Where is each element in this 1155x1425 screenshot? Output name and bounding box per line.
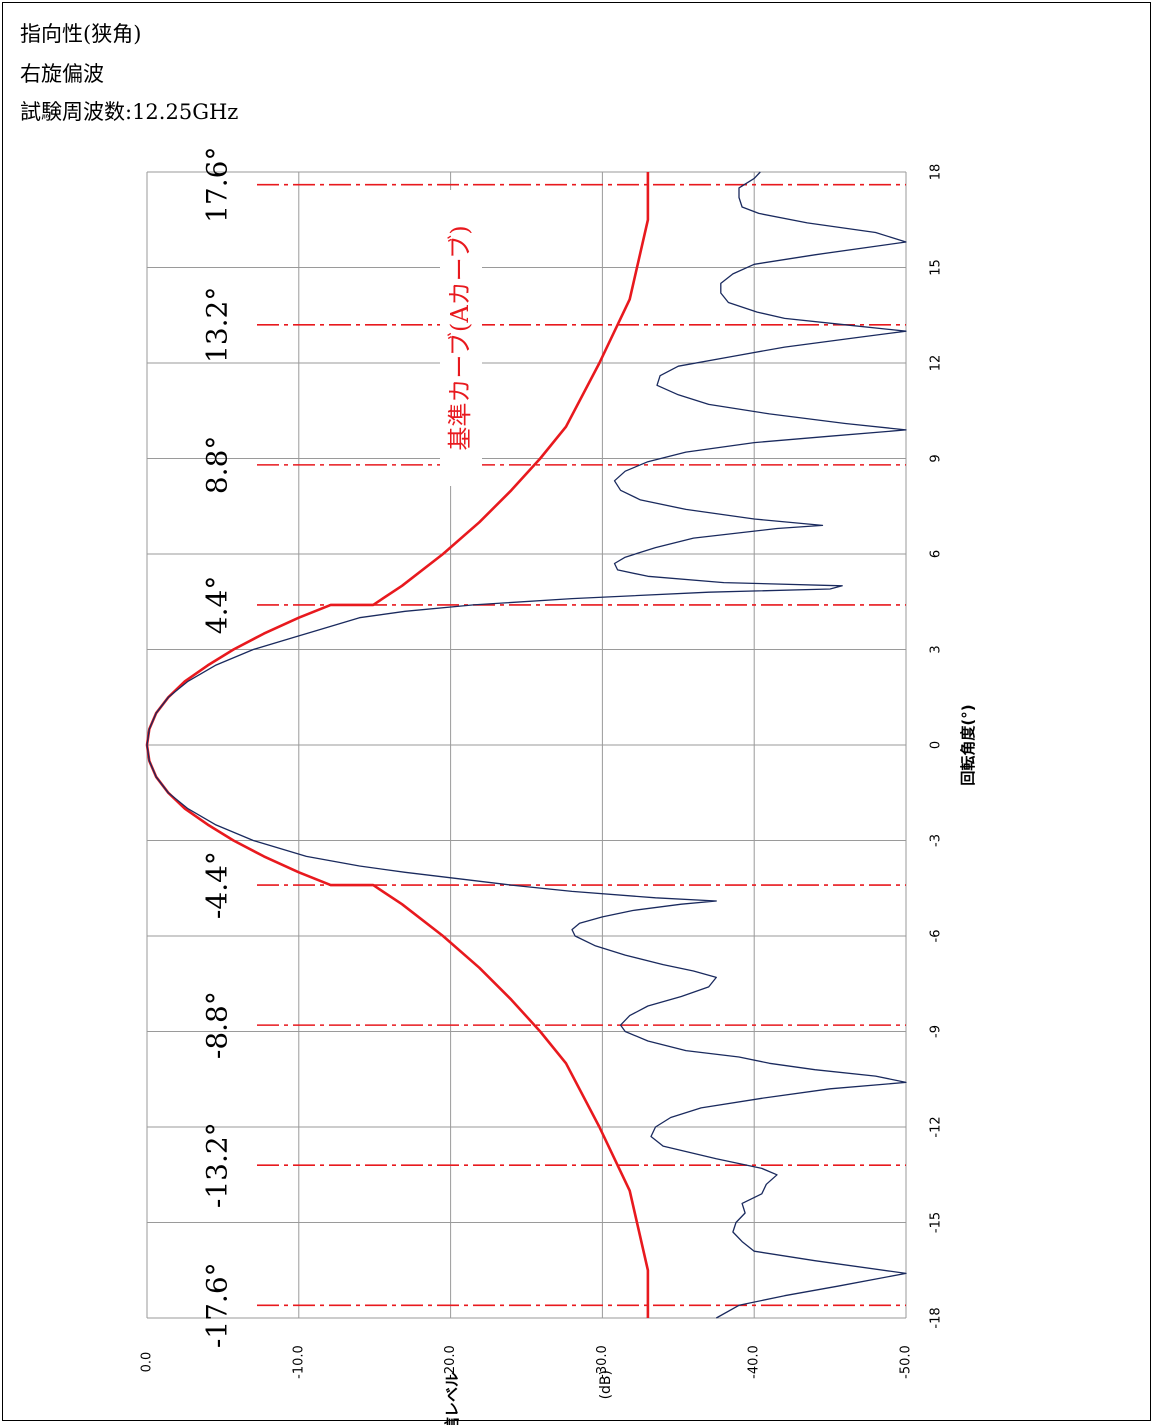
angle-tick-label-12: 18 (929, 164, 944, 181)
guide-angle-label-7: 17.6° (201, 147, 234, 223)
level-tick-label-1: -10.0 (291, 1345, 306, 1379)
level-tick-label-0: 0.0 (140, 1352, 155, 1373)
labels: -18 -15 -12 -9 -6 -3 0 3 6 9 12 15 18 0.0 -10.0 -20.0 -3… (140, 147, 978, 1425)
level-tick-label-5: -50.0 (899, 1345, 914, 1379)
guide-angle-label-4: 4.4° (201, 576, 234, 635)
level-axis-unit: (dB) (598, 1370, 614, 1399)
angle-tick-label-8: 6 (929, 550, 944, 558)
angle-tick-label-1: -15 (929, 1212, 944, 1233)
guide-angle-label-0: -17.6° (201, 1262, 234, 1348)
angle-tick-label-0: -18 (929, 1307, 944, 1328)
angle-tick-label-3: -9 (929, 1025, 944, 1038)
angle-tick-label-4: -6 (929, 930, 944, 943)
angle-tick-label-6: 0 (929, 741, 944, 749)
guide-angle-label-1: -13.2° (201, 1122, 234, 1208)
angle-tick-label-11: 15 (929, 259, 944, 276)
angle-axis-title: 回転角度(°) (959, 704, 977, 785)
annotation-backing (440, 190, 482, 486)
guide-angle-label-3: -4.4° (201, 851, 234, 919)
level-tick-label-4: -40.0 (747, 1345, 762, 1379)
header-line-1: 指向性(狭角) (20, 22, 142, 46)
guide-angle-label-5: 8.8° (201, 436, 234, 495)
level-axis-title: 相対受信レベル (443, 1372, 461, 1425)
guide-angle-label-6: 13.2° (201, 287, 234, 363)
angle-tick-label-7: 3 (929, 645, 944, 653)
reference-curve-annotation: 基準カーブ(Aカーブ) (446, 225, 474, 450)
level-tick-label-2: -20.0 (443, 1345, 458, 1379)
guide-angle-label-2: -8.8° (201, 991, 234, 1059)
header-line-2: 右旋偏波 (20, 62, 104, 86)
header-line-3: 試験周波数:12.25GHz (20, 100, 239, 124)
measured-curve (146, 171, 907, 1319)
angle-tick-label-5: -3 (929, 834, 944, 847)
angle-tick-label-9: 9 (929, 454, 944, 462)
angle-tick-label-2: -12 (929, 1116, 944, 1137)
series (145, 171, 907, 1319)
angle-tick-label-10: 12 (929, 355, 944, 372)
grid (146, 171, 907, 1319)
level-tick-label-3: -30.0 (595, 1345, 610, 1379)
